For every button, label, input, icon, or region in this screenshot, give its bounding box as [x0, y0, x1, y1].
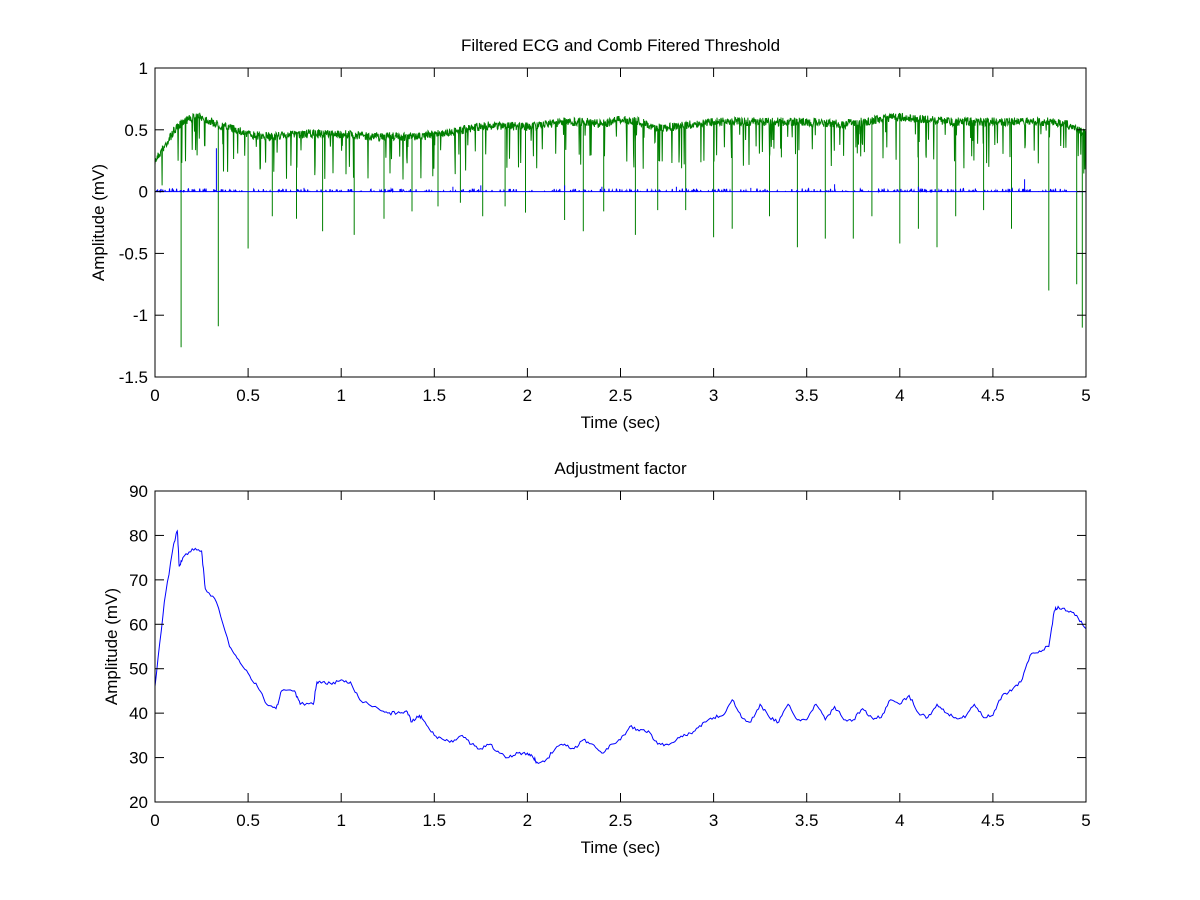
x-tick-label: 1 [336, 811, 345, 830]
y-tick-label: 1 [139, 59, 148, 78]
series-group [155, 529, 1086, 765]
y-tick-label: 0 [139, 183, 148, 202]
x-tick-label: 1.5 [422, 386, 446, 405]
x-tick-label: 3.5 [795, 811, 819, 830]
y-tick-label: -1.5 [119, 368, 148, 387]
y-tick-label: 20 [129, 793, 148, 812]
x-tick-label: 2.5 [609, 811, 633, 830]
x-tick-label: 1 [336, 386, 345, 405]
y-axis-label: Amplitude (mV) [102, 588, 121, 705]
axes-box [154, 490, 1087, 803]
x-tick-label: 4 [895, 386, 904, 405]
x-tick-label: 5 [1081, 811, 1090, 830]
y-tick-label: 0.5 [124, 121, 148, 140]
y-tick-label: 90 [129, 482, 148, 501]
series-line-comb-filtered-threshold [155, 112, 1086, 348]
x-tick-label: 3 [709, 386, 718, 405]
y-tick-label: -1 [133, 306, 148, 325]
x-tick-label: 2 [523, 811, 532, 830]
series-group [155, 112, 1086, 348]
subplot-1: 0 0.5 1 1.5 2 2.5 3 3.5 4 4.5 5 -1.5 -1 -0.5 0 0.5 1 Filt… [89, 36, 1091, 432]
x-tick-label: 5 [1081, 386, 1090, 405]
y-axis-label: Amplitude (mV) [89, 164, 108, 281]
series-line-filtered-ecg [155, 148, 1086, 194]
y-tick-label: 80 [129, 526, 148, 545]
x-axis-label: Time (sec) [581, 838, 661, 857]
y-tick-label: 50 [129, 660, 148, 679]
chart-title: Adjustment factor [554, 459, 687, 478]
y-tick-label: 60 [129, 615, 148, 634]
y-tick-label: -0.5 [119, 244, 148, 263]
x-axis-label: Time (sec) [581, 413, 661, 432]
x-tick-label: 4.5 [981, 386, 1005, 405]
x-tick-label: 2 [523, 386, 532, 405]
x-tick-label: 3 [709, 811, 718, 830]
chart-title: Filtered ECG and Comb Fitered Threshold [461, 36, 780, 55]
x-tick-label: 0 [150, 386, 159, 405]
subplot-2: 0 0.5 1 1.5 2 2.5 3 3.5 4 4.5 5 20 30 40 50 60 70 80 90 Adj… [102, 459, 1091, 857]
y-tick-label: 70 [129, 571, 148, 590]
x-tick-label: 3.5 [795, 386, 819, 405]
axes-box [154, 67, 1087, 378]
x-tick-label: 1.5 [422, 811, 446, 830]
y-tick-label: 40 [129, 704, 148, 723]
x-tick-label: 2.5 [609, 386, 633, 405]
x-tick-label: 0.5 [236, 386, 260, 405]
x-tick-label: 0.5 [236, 811, 260, 830]
x-tick-label: 0 [150, 811, 159, 830]
x-tick-label: 4.5 [981, 811, 1005, 830]
series-line-adjustment-factor [155, 529, 1086, 765]
y-tick-label: 30 [129, 749, 148, 768]
x-tick-label: 4 [895, 811, 904, 830]
